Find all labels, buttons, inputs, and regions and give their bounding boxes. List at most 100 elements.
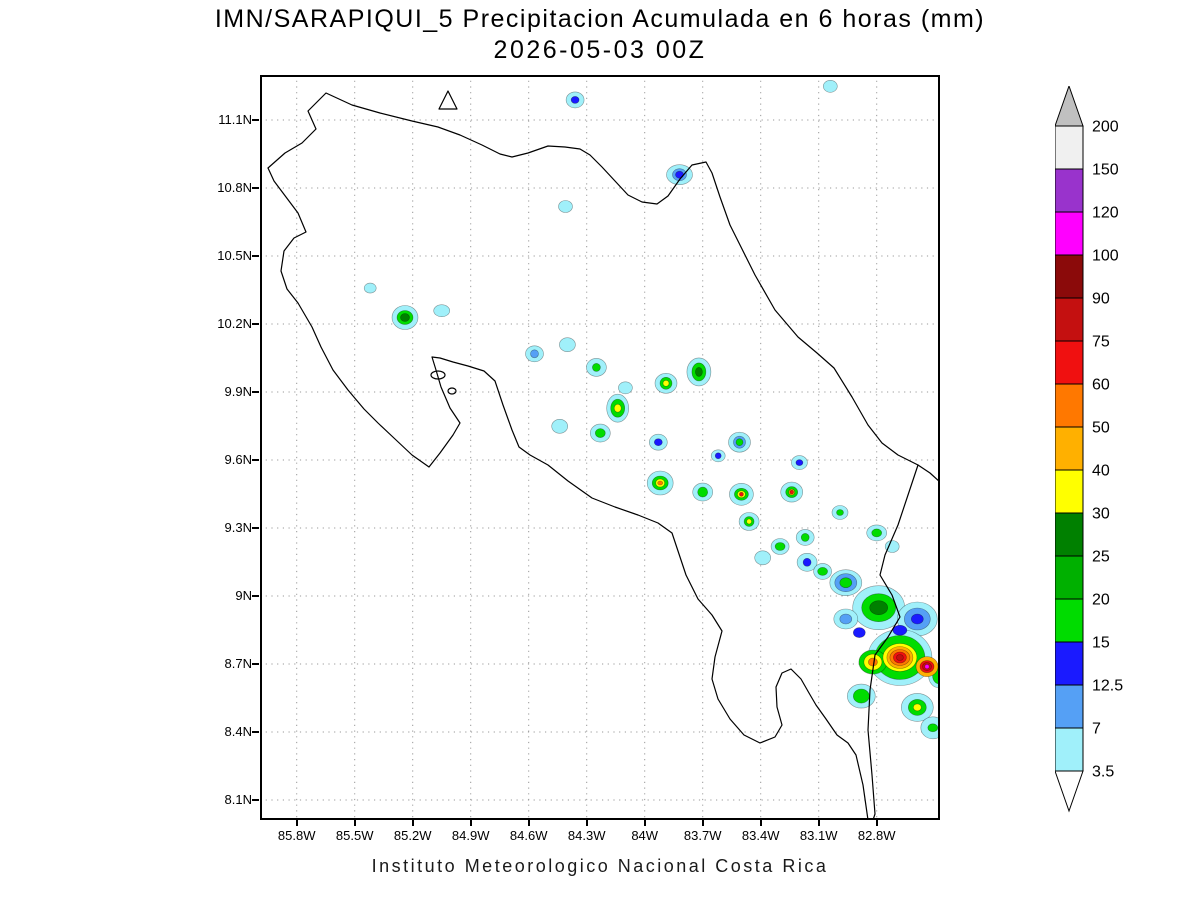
gridlines [260,75,940,820]
colorbar-cell [1055,125,1084,170]
colorbar-label: 200 [1092,119,1119,136]
x-axis-label: 85.2W [393,828,432,843]
x-axis-label: 82.8W [857,828,896,843]
precip-cell-level-3.5 [558,200,573,213]
y-axis-tick [252,459,259,461]
y-axis-label: 8.1N [224,792,252,807]
pacific-coast [267,167,869,821]
colorbar-cell [1055,340,1084,385]
map-plot-area [260,75,949,821]
y-axis-tick [252,255,259,257]
colorbar-label: 90 [1092,291,1110,308]
precip-cell-level-50 [657,480,664,486]
precip-cell-level-60 [739,491,744,497]
precip-cell-level-15 [927,723,939,733]
colorbar-over-arrow [1055,86,1084,127]
x-axis-label: 84.3W [567,828,606,843]
precip-cell-level-3.5 [884,540,900,553]
colorbar-cell [1055,684,1084,729]
colorbar-label: 100 [1092,248,1119,265]
y-axis-tick [252,527,259,529]
precip-cell-level-15 [852,688,870,704]
x-axis-tick [701,820,704,826]
precip-cell-level-25 [695,367,703,377]
colorbar-cell [1055,211,1084,256]
colorbar-label: 12.5 [1092,678,1123,695]
y-axis-tick [252,323,259,325]
colorbar-cell [1055,383,1084,428]
colorbar-label: 40 [1092,463,1110,480]
y-axis-label: 11.1N [218,112,252,127]
chart-title: IMN/SARAPIQUI_5 Precipitacion Acumulada … [0,4,1200,66]
precip-cell-level-15 [817,567,828,576]
y-axis-label: 10.8N [217,180,252,195]
x-axis-tick [585,820,588,826]
precip-cell-level-25 [869,600,889,616]
precip-cell-level-3.5 [551,418,569,434]
precip-cell-level-12.5 [795,459,804,466]
x-axis-tick [759,820,762,826]
x-axis-label: 84.6W [509,828,548,843]
y-axis-label: 8.4N [224,724,252,739]
x-axis-label: 85.5W [335,828,374,843]
precip-cell-level-30 [912,703,922,712]
precip-cell-level-3.5 [433,304,450,317]
x-axis-label: 83.4W [741,828,780,843]
colorbar-svg: 200 150 120 100 90 75 60 50 40 30 25 20 15 12.5 7 3.5 [1055,86,1123,813]
y-axis-label: 8.7N [224,656,252,671]
x-axis-tick [527,820,530,826]
precip-cell-level-30 [613,403,622,413]
precip-cell-level-15 [774,542,786,551]
colorbar-label: 25 [1092,549,1110,566]
colorbar-label: 15 [1092,635,1110,652]
precip-cell-level-15 [697,486,709,498]
y-axis-tick [252,391,259,393]
y-axis-tick [252,799,259,801]
colorbar-label: 7 [1092,721,1101,738]
gulf-island [430,370,446,380]
precip-cell-level-12.5 [910,613,924,625]
colorbar-label: 30 [1092,506,1110,523]
precip-cell-level-12.5 [892,624,908,636]
colorbar-label: 120 [1092,205,1119,222]
x-axis-label: 85.8W [277,828,316,843]
precip-cell-level-3.5 [618,381,633,395]
colorbar-label: 150 [1092,162,1119,179]
x-axis-tick [411,820,414,826]
colorbar-label: 60 [1092,377,1110,394]
y-axis-label: 9.3N [224,520,252,535]
x-axis-tick [643,820,646,826]
precip-cell-level-75 [896,654,904,661]
y-axis-tick [252,731,259,733]
precip-cell-level-30 [662,379,670,387]
colorbar-cell [1055,727,1084,772]
x-axis-tick [817,820,820,826]
y-axis-label: 10.5N [217,248,252,263]
precip-cell-level-12.5 [653,438,663,447]
colorbar-cell [1055,469,1084,514]
x-axis-label: 83.1W [799,828,838,843]
colorbar-label: 75 [1092,334,1110,351]
plot-frame [260,75,940,820]
y-axis-label: 9.6N [224,452,252,467]
precip-cell-level-3.5 [559,337,576,353]
precip-cell-level-3.5 [754,550,772,566]
precip-cell-level-50 [868,657,878,667]
precip-cell-level-15 [839,577,853,589]
precip-cell-level-12.5 [714,452,722,460]
precip-cell-level-15 [871,528,883,538]
colorbar-cell [1055,254,1084,299]
x-axis-label: 84W [631,828,659,843]
y-axis-tick [252,595,259,597]
precip-cell-level-12.5 [802,557,812,567]
precip-cell-level-12.5 [852,627,866,638]
precip-cell-level-100 [924,664,930,670]
precip-cell-level-3.5 [363,282,377,294]
colorbar-label: 20 [1092,592,1110,609]
x-axis-tick [875,820,878,826]
x-axis-label: 83.7W [683,828,722,843]
colorbar-cell [1055,426,1084,471]
footer-credit: Instituto Meteorologico Nacional Costa R… [371,856,829,876]
precip-cell-level-15 [592,363,601,372]
